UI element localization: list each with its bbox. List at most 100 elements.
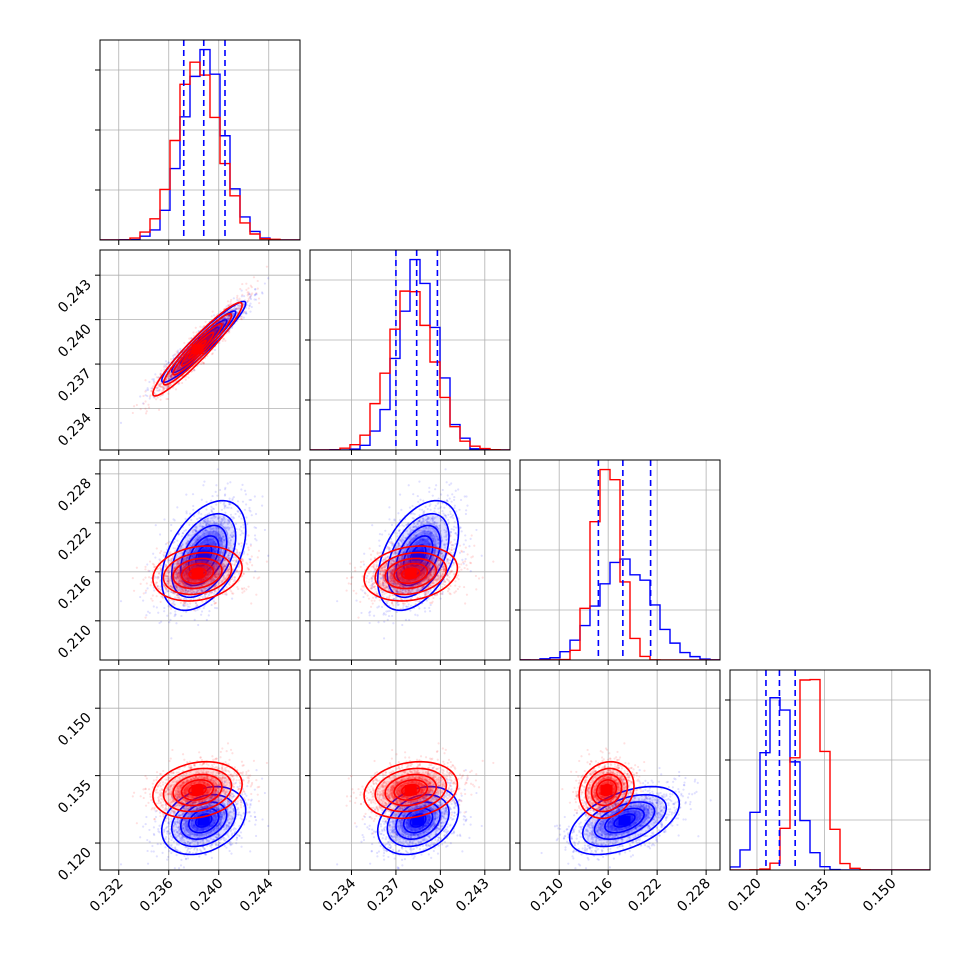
sample-point <box>203 520 207 523</box>
sample-point <box>196 518 199 521</box>
sample-point <box>249 310 252 313</box>
sample-point <box>204 538 207 542</box>
sample-point <box>228 309 231 312</box>
sample-point <box>146 394 149 398</box>
sample-point <box>144 412 148 415</box>
sample-point <box>254 537 257 540</box>
sample-point <box>249 302 252 305</box>
sample-point <box>182 582 185 585</box>
sample-point <box>222 322 225 325</box>
sample-point <box>173 550 176 553</box>
sample-point <box>228 314 231 317</box>
sample-point <box>210 353 214 356</box>
sample-point <box>255 291 258 295</box>
sample-point <box>213 348 217 352</box>
sample-point <box>227 554 230 557</box>
sample-point <box>251 564 254 567</box>
sample-point <box>186 358 189 361</box>
x-tick-label: 0.150 <box>860 876 900 916</box>
sample-point <box>211 507 215 510</box>
sample-point <box>203 529 207 533</box>
sample-point <box>205 520 208 523</box>
sample-point <box>242 311 245 315</box>
sample-point <box>206 537 209 540</box>
sample-point <box>144 591 147 594</box>
sample-point <box>177 569 180 572</box>
sample-point <box>211 579 214 582</box>
sample-point <box>201 578 204 581</box>
sample-point <box>186 356 189 360</box>
sample-point <box>223 565 227 568</box>
sample-point <box>169 375 173 378</box>
sample-point <box>220 517 224 521</box>
sample-point <box>207 582 211 585</box>
sample-point <box>185 512 188 515</box>
sample-point <box>170 557 174 560</box>
sample-point <box>178 365 181 368</box>
sample-point <box>218 341 221 344</box>
sample-point <box>167 377 170 380</box>
sample-point <box>245 282 248 285</box>
sample-point <box>167 385 170 388</box>
sample-point <box>222 337 225 340</box>
sample-point <box>242 526 245 529</box>
sample-point <box>238 554 241 557</box>
sample-point <box>247 299 250 302</box>
sample-point <box>228 551 231 555</box>
sample-point <box>165 588 168 591</box>
sample-point <box>224 527 227 530</box>
sample-point <box>214 543 218 546</box>
sample-point <box>230 326 234 330</box>
sample-point <box>185 562 188 565</box>
sample-point <box>206 519 210 523</box>
sample-point <box>131 411 134 415</box>
sample-point <box>243 303 246 306</box>
sample-point <box>244 489 247 492</box>
sample-point <box>215 328 218 331</box>
sample-point <box>234 308 237 311</box>
sample-point <box>202 484 205 487</box>
sample-point <box>242 316 245 319</box>
sample-point <box>182 574 185 577</box>
sample-point <box>237 308 240 311</box>
sample-point <box>172 591 175 595</box>
sample-point <box>183 584 186 588</box>
histogram-step-series-1 <box>310 258 510 450</box>
sample-point <box>119 600 123 603</box>
sample-point <box>158 388 161 391</box>
sample-point <box>179 544 183 548</box>
sample-point <box>205 565 209 568</box>
sample-point <box>170 373 173 376</box>
sample-point <box>155 386 159 390</box>
sample-point <box>144 394 147 397</box>
sample-point <box>177 365 180 368</box>
sample-point <box>219 538 223 541</box>
sample-point <box>157 408 161 411</box>
sample-point <box>226 300 230 303</box>
sample-point <box>197 623 200 627</box>
sample-point <box>177 533 180 536</box>
sample-point <box>164 586 167 589</box>
sample-point <box>178 364 181 367</box>
sample-point <box>219 324 222 327</box>
sample-point <box>170 383 173 386</box>
sample-point <box>230 590 233 593</box>
sample-point <box>230 544 233 547</box>
sample-point <box>154 398 158 401</box>
sample-point <box>249 297 253 301</box>
sample-point <box>223 505 226 508</box>
sample-point <box>175 576 178 579</box>
sample-point <box>267 554 270 557</box>
sample-point <box>230 298 233 302</box>
sample-point <box>221 563 224 566</box>
sample-point <box>235 308 238 311</box>
sample-point <box>246 300 249 303</box>
sample-point <box>169 529 173 532</box>
sample-point <box>132 405 136 408</box>
sample-point <box>185 358 188 362</box>
sample-point <box>214 601 217 605</box>
sample-point <box>228 314 231 317</box>
sample-point <box>223 337 226 341</box>
sample-point <box>216 517 220 521</box>
sample-point <box>204 320 207 323</box>
